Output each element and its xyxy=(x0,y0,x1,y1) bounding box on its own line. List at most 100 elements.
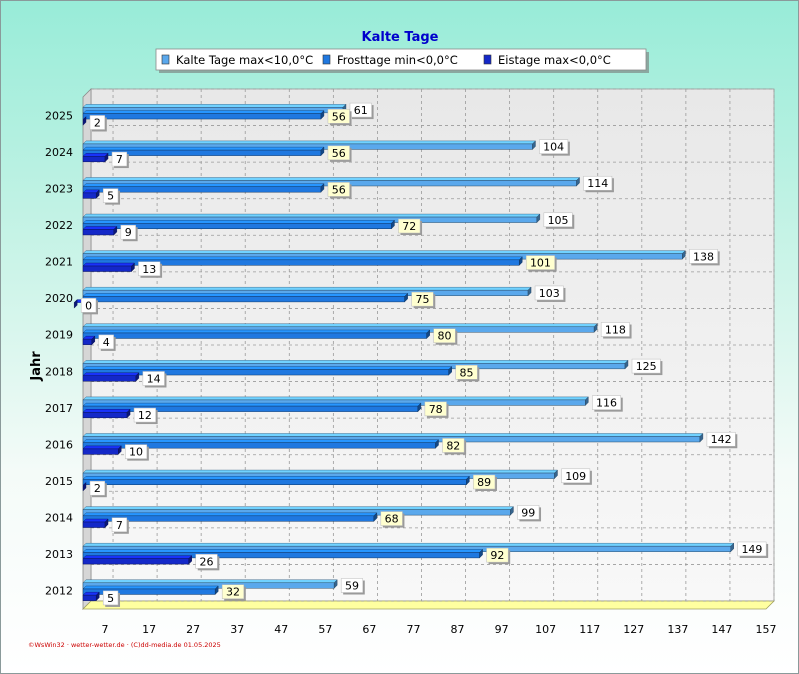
bar-end xyxy=(135,372,140,382)
bar-top xyxy=(82,250,686,254)
data-label: 14 xyxy=(147,372,161,385)
bar xyxy=(82,265,132,272)
bar-end xyxy=(333,579,338,589)
bar-end xyxy=(118,445,122,455)
bar xyxy=(82,448,119,455)
data-label-box xyxy=(125,444,148,459)
data-label: 61 xyxy=(354,104,368,117)
data-label-box xyxy=(349,102,372,118)
bar xyxy=(82,156,106,163)
data-label: 12 xyxy=(138,409,152,422)
bar xyxy=(82,113,322,120)
bar-end xyxy=(536,213,541,224)
bar-end xyxy=(699,432,704,443)
data-label: 13 xyxy=(142,263,156,276)
bar-top xyxy=(82,226,118,230)
bar-end xyxy=(404,292,408,303)
bar-end xyxy=(527,286,532,297)
bar-top xyxy=(82,469,558,474)
x-tick-label: 157 xyxy=(756,623,777,636)
legend-swatch xyxy=(161,54,170,65)
bar-top xyxy=(82,183,325,187)
data-label-box xyxy=(517,505,540,520)
data-label-box xyxy=(600,322,630,337)
bar-top xyxy=(82,445,122,450)
data-label-box xyxy=(327,182,350,197)
bar xyxy=(82,332,427,339)
plot-floor xyxy=(82,600,775,610)
bar-end xyxy=(730,542,734,553)
y-tick-label: 2017 xyxy=(45,402,73,415)
bar-end xyxy=(479,548,483,559)
data-label-box xyxy=(111,517,128,533)
x-tick-label: 107 xyxy=(535,623,556,636)
bar-end xyxy=(131,262,135,273)
x-tick-label: 147 xyxy=(711,623,732,636)
y-tick-label: 2020 xyxy=(45,292,73,305)
bar-top xyxy=(82,476,470,480)
data-label-box xyxy=(80,298,97,313)
bar-top xyxy=(82,542,735,547)
bar-top xyxy=(82,256,523,261)
data-label: 80 xyxy=(438,330,452,343)
bar-end xyxy=(113,225,118,236)
y-tick-label: 2023 xyxy=(45,182,73,195)
bar-end xyxy=(126,408,131,419)
data-label: 142 xyxy=(711,433,732,446)
x-tick-label: 57 xyxy=(318,623,332,636)
data-label: 68 xyxy=(385,513,399,526)
bar-top xyxy=(82,439,439,443)
x-tick-label: 97 xyxy=(495,623,509,636)
data-label-box xyxy=(486,547,509,563)
data-label-box xyxy=(102,590,119,606)
bar-top xyxy=(82,140,536,145)
data-label: 125 xyxy=(636,360,657,373)
bar-end xyxy=(682,250,686,260)
bar-end xyxy=(320,146,325,157)
bar-top xyxy=(82,402,422,407)
bar-end xyxy=(104,152,109,163)
bar xyxy=(82,405,419,412)
x-tick-label: 117 xyxy=(579,623,600,636)
data-label: 85 xyxy=(460,366,474,379)
bar-top xyxy=(82,518,109,523)
data-label-box xyxy=(473,474,496,490)
bar xyxy=(82,296,405,303)
data-label-box xyxy=(221,584,245,599)
data-label-box xyxy=(327,145,350,161)
data-label-box xyxy=(424,401,447,417)
bar xyxy=(82,588,216,595)
bar-end xyxy=(519,256,523,266)
bar-end xyxy=(373,512,378,522)
bar-top xyxy=(82,323,598,327)
data-label: 26 xyxy=(200,555,214,568)
data-label: 103 xyxy=(539,287,560,300)
bar xyxy=(82,338,93,345)
bar xyxy=(82,521,106,528)
bar xyxy=(82,594,97,601)
chart-title: Kalte Tage xyxy=(362,30,439,45)
legend-label: Eistage max<0,0°C xyxy=(498,53,611,67)
bar-end xyxy=(532,140,536,150)
y-tick-label: 2021 xyxy=(45,256,73,269)
data-label-box xyxy=(133,407,156,423)
data-label: 89 xyxy=(477,476,491,489)
data-label-box xyxy=(380,511,403,526)
data-label-box xyxy=(525,255,555,270)
bar-end xyxy=(576,176,580,187)
data-label-box xyxy=(142,371,165,386)
data-label: 75 xyxy=(415,293,429,306)
bar-top xyxy=(82,396,589,401)
bar-end xyxy=(96,591,100,602)
bar-top xyxy=(82,153,109,157)
bar-top xyxy=(82,262,135,267)
data-label-box xyxy=(689,249,718,264)
bar-end xyxy=(82,116,87,126)
bar-top xyxy=(82,146,325,151)
bar-end xyxy=(82,481,87,492)
data-label: 116 xyxy=(596,397,617,410)
bar-top xyxy=(82,585,219,590)
bar-end xyxy=(96,189,100,199)
y-axis-label: Jahr xyxy=(29,351,44,382)
plot-left-wall xyxy=(82,88,92,610)
